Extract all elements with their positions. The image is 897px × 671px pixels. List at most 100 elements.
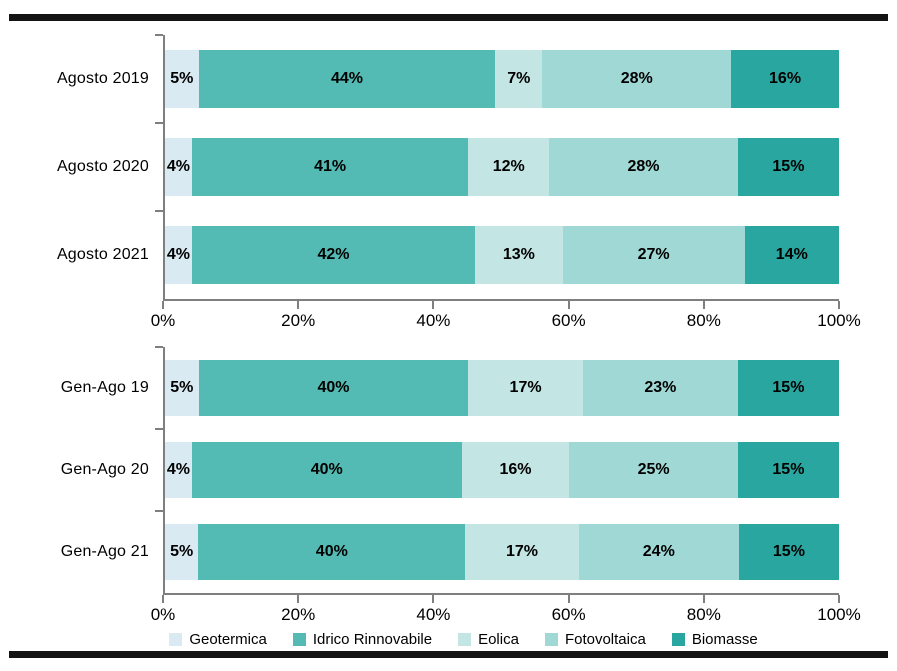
bar-segment-idrico-rinnovabile: 40% xyxy=(198,524,466,580)
bar-track: 4% 40% 16% 25% 15% xyxy=(155,428,839,511)
chart-gen-ago-cumulative: Gen-Ago 19 5% 40% 17% 23% 15% Gen-Ago 20 4% 40% 1… xyxy=(0,346,897,625)
legend-item-biomasse: Biomasse xyxy=(671,630,758,648)
data-label: 40% xyxy=(315,543,348,560)
bar-track: 4% 41% 12% 28% 15% xyxy=(155,122,839,211)
bar-segment-geotermica: 4% xyxy=(165,226,192,284)
x-axis-tick xyxy=(702,595,705,603)
x-tick-label: 40% xyxy=(416,605,451,624)
data-label: 5% xyxy=(170,379,194,396)
bar-track: 5% 44% 7% 28% 16% xyxy=(155,34,839,123)
x-tick-label: 0% xyxy=(150,311,176,330)
data-label: 4% xyxy=(166,246,191,263)
chart-row: Agosto 2021 4% 42% 13% 27% 14% xyxy=(0,210,839,299)
data-label: 44% xyxy=(330,70,363,87)
category-label: Gen-Ago 20 xyxy=(60,461,149,478)
bar-segment-biomasse: 14% xyxy=(744,226,839,284)
bar-segment-geotermica: 5% xyxy=(165,50,199,108)
legend-label: Fotovoltaica xyxy=(564,630,646,648)
bar-segment-idrico-rinnovabile: 40% xyxy=(198,360,469,416)
legend-swatch xyxy=(169,632,183,646)
bar-segment-biomasse: 16% xyxy=(731,50,839,108)
data-label: 27% xyxy=(637,246,670,263)
data-label: 17% xyxy=(509,379,542,396)
data-label: 15% xyxy=(772,461,805,478)
category-label: Agosto 2019 xyxy=(56,70,149,87)
data-label: 16% xyxy=(499,461,532,478)
bar-segment-biomasse: 15% xyxy=(737,360,839,416)
data-label: 42% xyxy=(317,246,350,263)
data-label: 17% xyxy=(505,543,539,560)
x-axis-tick xyxy=(838,595,840,603)
data-label: 25% xyxy=(637,461,670,478)
x-axis-tick xyxy=(297,595,300,603)
category-label: Agosto 2020 xyxy=(56,158,149,175)
legend-swatch xyxy=(458,632,472,646)
bar-segment-fotovoltaica: 25% xyxy=(569,442,738,498)
data-label: 14% xyxy=(775,246,808,263)
data-label: 24% xyxy=(642,543,675,560)
x-axis-tick xyxy=(567,595,570,603)
x-tick-label: 80% xyxy=(686,311,721,330)
data-label: 5% xyxy=(170,70,194,87)
bar-segment-fotovoltaica: 28% xyxy=(542,50,732,108)
x-axis-tick xyxy=(702,301,705,309)
category-label: Gen-Ago 21 xyxy=(60,543,149,560)
data-label: 12% xyxy=(492,158,525,175)
data-label: 15% xyxy=(772,158,805,175)
bottom-rule xyxy=(9,651,888,658)
data-label: 15% xyxy=(772,379,805,396)
data-label: 28% xyxy=(620,70,653,87)
bar-segment-idrico-rinnovabile: 42% xyxy=(191,226,476,284)
chart-row: Agosto 2020 4% 41% 12% 28% 15% xyxy=(0,122,839,211)
bar-segment-idrico-rinnovabile: 44% xyxy=(198,50,496,108)
bar-track: 5% 40% 17% 23% 15% xyxy=(155,346,839,429)
legend-label: Biomasse xyxy=(691,630,758,648)
x-axis: 0% 20% 40% 60% 80% 100% xyxy=(151,593,861,625)
data-label: 4% xyxy=(166,158,191,175)
x-axis-tick xyxy=(432,301,435,309)
data-label: 16% xyxy=(769,70,802,87)
data-label: 40% xyxy=(310,461,343,478)
data-label: 15% xyxy=(772,543,805,560)
stacked-bar: 5% 40% 17% 23% 15% xyxy=(165,360,839,416)
category-label: Gen-Ago 19 xyxy=(60,379,149,396)
bar-segment-eolica: 17% xyxy=(465,524,579,580)
bar-segment-geotermica: 5% xyxy=(165,524,199,580)
x-tick-label: 100% xyxy=(817,311,861,330)
legend-item-fotovoltaica: Fotovoltaica xyxy=(544,630,646,648)
bar-segment-geotermica: 5% xyxy=(165,360,199,416)
chart-row: Gen-Ago 19 5% 40% 17% 23% 15% xyxy=(0,346,839,429)
x-axis-tick xyxy=(567,301,570,309)
x-axis: 0% 20% 40% 60% 80% 100% xyxy=(151,299,861,335)
chart-row: Agosto 2019 5% 44% 7% 28% 16% xyxy=(0,34,839,123)
bar-segment-biomasse: 15% xyxy=(738,524,839,580)
bar-segment-fotovoltaica: 24% xyxy=(578,524,739,580)
stacked-bar: 5% 44% 7% 28% 16% xyxy=(165,50,839,108)
bar-segment-eolica: 12% xyxy=(468,138,550,196)
bar-segment-geotermica: 4% xyxy=(165,442,192,498)
legend-item-geotermica: Geotermica xyxy=(169,631,267,648)
legend-item-eolica: Eolica xyxy=(458,631,519,648)
stacked-bar: 4% 40% 16% 25% 15% xyxy=(165,442,839,498)
legend-swatch xyxy=(544,632,558,646)
x-axis-tick xyxy=(162,595,164,603)
legend-item-idrico-rinnovabile: Idrico Rinnovabile xyxy=(292,631,432,648)
bar-segment-biomasse: 15% xyxy=(737,138,839,196)
legend-swatch xyxy=(671,632,685,646)
bar-segment-eolica: 13% xyxy=(475,226,563,284)
bar-segment-fotovoltaica: 23% xyxy=(582,360,738,416)
bar-track: 5% 40% 17% 24% 15% xyxy=(155,510,839,593)
top-rule xyxy=(9,14,888,21)
chart-legend: Geotermica Idrico Rinnovabile Eolica Fotovo… xyxy=(30,627,897,651)
charts-content: Agosto 2019 5% 44% 7% 28% 16% Agosto 2020 4% 41%… xyxy=(0,21,897,651)
x-tick-label: 100% xyxy=(817,605,861,624)
category-label: Agosto 2021 xyxy=(56,246,149,263)
x-tick-label: 20% xyxy=(281,605,316,624)
stacked-bar: 4% 42% 13% 27% 14% xyxy=(165,226,839,284)
legend-label: Geotermica xyxy=(189,630,267,648)
x-tick-label: 60% xyxy=(551,605,586,624)
bar-segment-idrico-rinnovabile: 41% xyxy=(191,138,469,196)
bar-segment-eolica: 16% xyxy=(461,442,570,498)
data-label: 7% xyxy=(507,70,531,87)
data-label: 13% xyxy=(502,246,535,263)
